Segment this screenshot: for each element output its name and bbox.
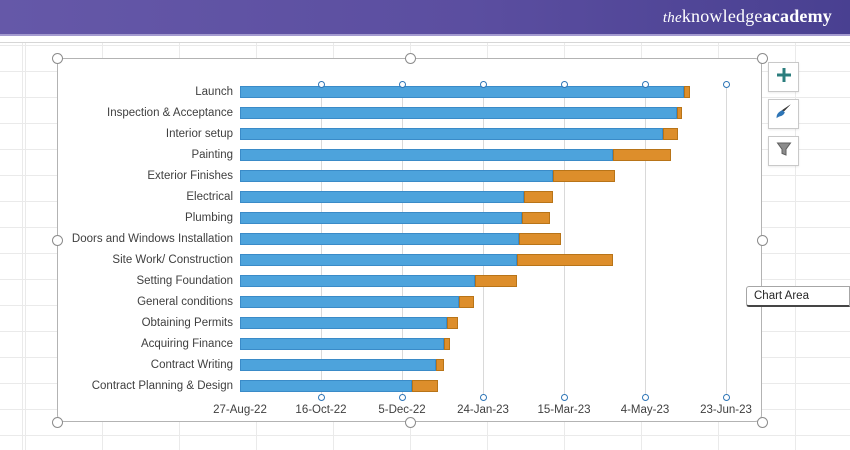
gantt-bar-start-segment[interactable] xyxy=(240,317,447,329)
gantt-bar-duration-segment[interactable] xyxy=(684,86,690,98)
resize-handle-top-middle[interactable] xyxy=(405,53,416,64)
gridline-handle-dot xyxy=(399,81,406,88)
plus-icon xyxy=(776,67,792,88)
knowledge-academy-logo: theknowledgeacademy xyxy=(663,6,832,27)
gantt-chart-area[interactable]: Launch Inspection & Acceptance Interior se… xyxy=(52,53,768,428)
chart-gridline[interactable] xyxy=(726,81,727,397)
category-label[interactable]: Contract Planning & Design xyxy=(91,380,233,392)
gridline-handle-dot xyxy=(723,81,730,88)
gantt-bar-duration-segment[interactable] xyxy=(436,359,444,371)
x-axis-tick-label[interactable]: 15-Mar-23 xyxy=(537,404,591,416)
gantt-bar-duration-segment[interactable] xyxy=(677,107,682,119)
gantt-bar-duration-segment[interactable] xyxy=(553,170,615,182)
gantt-bar-duration-segment[interactable] xyxy=(522,212,550,224)
category-label[interactable]: Acquiring Finance xyxy=(140,338,233,350)
category-label[interactable]: Doors and Windows Installation xyxy=(71,233,233,245)
gantt-bar-start-segment[interactable] xyxy=(240,170,553,182)
category-label[interactable]: General conditions xyxy=(137,296,233,308)
gantt-bar-duration-segment[interactable] xyxy=(459,296,474,308)
x-axis-tick-label[interactable]: 16-Oct-22 xyxy=(295,404,347,416)
chart-gridline[interactable] xyxy=(645,81,646,397)
gantt-bar-duration-segment[interactable] xyxy=(447,317,458,329)
gantt-bar-start-segment[interactable] xyxy=(240,86,684,98)
plot-area: Launch Inspection & Acceptance Interior se… xyxy=(58,59,763,423)
gantt-bar-duration-segment[interactable] xyxy=(524,191,553,203)
gantt-bar-start-segment[interactable] xyxy=(240,233,519,245)
logo-academy: academy xyxy=(762,6,832,26)
x-axis-tick-label[interactable]: 4-May-23 xyxy=(620,404,670,416)
gridline-handle-dot xyxy=(399,394,406,401)
gantt-bar-duration-segment[interactable] xyxy=(663,128,678,140)
resize-handle-middle-left[interactable] xyxy=(52,235,63,246)
gantt-bar-start-segment[interactable] xyxy=(240,359,436,371)
gantt-bar-duration-segment[interactable] xyxy=(475,275,517,287)
gantt-bar-duration-segment[interactable] xyxy=(613,149,671,161)
gantt-bar-duration-segment[interactable] xyxy=(412,380,438,392)
funnel-icon xyxy=(776,141,792,162)
resize-handle-bottom-left[interactable] xyxy=(52,417,63,428)
gantt-bar-duration-segment[interactable] xyxy=(517,254,613,266)
resize-handle-top-right[interactable] xyxy=(757,53,768,64)
category-label[interactable]: Contract Writing xyxy=(150,359,233,371)
category-label[interactable]: Interior setup xyxy=(165,128,233,140)
gantt-bar-start-segment[interactable] xyxy=(240,212,522,224)
gridline-handle-dot xyxy=(480,81,487,88)
gridline-handle-dot xyxy=(723,394,730,401)
resize-handle-middle-right[interactable] xyxy=(757,235,768,246)
gridline-handle-dot xyxy=(561,81,568,88)
gantt-bar-start-segment[interactable] xyxy=(240,107,677,119)
sheet-divider xyxy=(0,42,850,43)
gantt-bar-start-segment[interactable] xyxy=(240,191,524,203)
gantt-bar-start-segment[interactable] xyxy=(240,149,613,161)
logo-the: the xyxy=(662,10,682,26)
gridline-handle-dot xyxy=(318,394,325,401)
category-label[interactable]: Launch xyxy=(195,86,233,98)
category-label[interactable]: Inspection & Acceptance xyxy=(107,107,233,119)
x-axis-tick-label[interactable]: 27-Aug-22 xyxy=(213,404,267,416)
gantt-bar-start-segment[interactable] xyxy=(240,338,444,350)
gridline-handle-dot xyxy=(318,81,325,88)
gantt-bar-start-segment[interactable] xyxy=(240,254,517,266)
x-axis-tick-label[interactable]: 24-Jan-23 xyxy=(457,404,509,416)
chart-gridline[interactable] xyxy=(564,81,565,397)
paintbrush-icon xyxy=(775,103,792,125)
gridline-handle-dot xyxy=(642,81,649,88)
chart-elements-button[interactable] xyxy=(768,62,799,92)
gantt-bar-duration-segment[interactable] xyxy=(519,233,561,245)
gridline-handle-dot xyxy=(561,394,568,401)
resize-handle-bottom-right[interactable] xyxy=(757,417,768,428)
logo-knowledge: knowledge xyxy=(681,6,763,26)
gantt-bar-start-segment[interactable] xyxy=(240,296,459,308)
gridline-handle-dot xyxy=(642,394,649,401)
brand-header: theknowledgeacademy xyxy=(0,0,850,36)
chart-filters-button[interactable] xyxy=(768,136,799,166)
gantt-bar-duration-segment[interactable] xyxy=(444,338,450,350)
x-axis-tick-label[interactable]: 5-Dec-22 xyxy=(378,404,426,416)
category-label[interactable]: Electrical xyxy=(186,191,233,203)
gantt-bar-start-segment[interactable] xyxy=(240,275,475,287)
resize-handle-top-left[interactable] xyxy=(52,53,63,64)
category-label[interactable]: Obtaining Permits xyxy=(141,317,233,329)
x-axis-tick-label[interactable]: 23-Jun-23 xyxy=(700,404,752,416)
category-label[interactable]: Painting xyxy=(191,149,233,161)
category-label[interactable]: Site Work/ Construction xyxy=(112,254,233,266)
category-label[interactable]: Plumbing xyxy=(185,212,233,224)
category-label[interactable]: Setting Foundation xyxy=(136,275,233,287)
gantt-bar-start-segment[interactable] xyxy=(240,380,412,392)
resize-handle-bottom-middle[interactable] xyxy=(405,417,416,428)
chart-styles-button[interactable] xyxy=(768,99,799,129)
gridline-handle-dot xyxy=(480,394,487,401)
chart-area-tooltip: Chart Area xyxy=(746,286,850,307)
category-label[interactable]: Exterior Finishes xyxy=(147,170,233,182)
gantt-bar-start-segment[interactable] xyxy=(240,128,663,140)
